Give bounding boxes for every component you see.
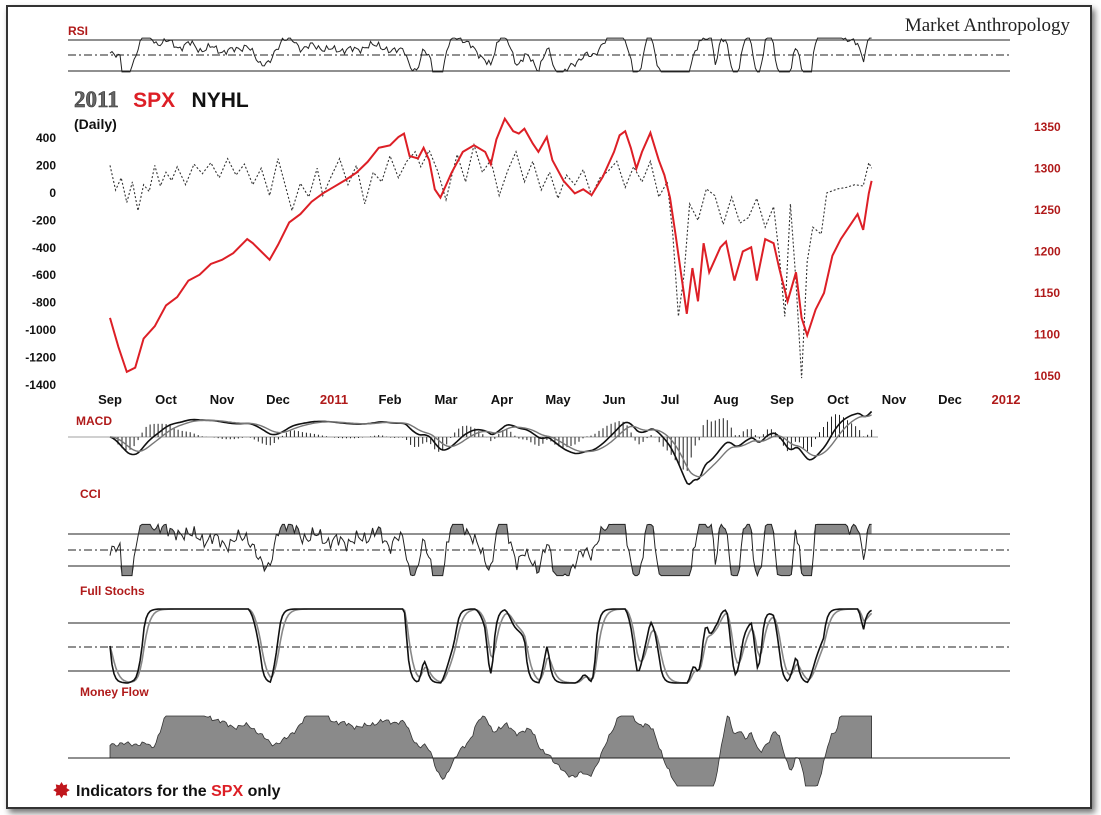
- spx-nyhl-chart: Market Anthropology RSI 2011 SPX NYHL (D…: [25, 15, 1071, 800]
- left-tick-label: -200: [32, 213, 56, 227]
- footer-post: only: [243, 783, 280, 800]
- stoch-k-line: [109, 608, 873, 684]
- left-tick-label: -1000: [25, 323, 56, 337]
- left-tick-label: 0: [49, 186, 56, 200]
- right-tick-label: 1300: [1034, 162, 1061, 176]
- cci-oversold-fill: [110, 566, 872, 576]
- x-tick-label: Dec: [938, 392, 962, 407]
- mfi-label: Money Flow: [80, 685, 149, 699]
- chart-subtitle: (Daily): [74, 116, 117, 132]
- right-tick-label: 1350: [1034, 120, 1061, 134]
- x-tick-label: Sep: [98, 392, 122, 407]
- spx-series-line: [109, 116, 873, 374]
- cci-label: CCI: [80, 487, 101, 501]
- x-tick-label: Nov: [210, 392, 235, 407]
- brand-title: Market Anthropology: [905, 15, 1071, 36]
- x-tick-label: 2012: [992, 392, 1021, 407]
- right-axis: 1350 1300 1250 1200 1150 1100 1050: [1034, 120, 1061, 383]
- x-tick-label: May: [545, 392, 571, 407]
- macd-histogram: [113, 414, 873, 471]
- title-year: 2011: [74, 87, 119, 112]
- x-tick-label: Oct: [155, 392, 177, 407]
- rsi-line: [109, 37, 872, 73]
- x-tick-label: Aug: [713, 392, 738, 407]
- footer-spx: SPX: [211, 783, 243, 800]
- x-tick-label: Apr: [491, 392, 513, 407]
- left-tick-label: -1200: [25, 351, 56, 365]
- x-tick-label: Mar: [434, 392, 457, 407]
- stoch-label: Full Stochs: [80, 584, 145, 598]
- x-tick-label: Oct: [827, 392, 849, 407]
- nyhl-series-line: [109, 142, 873, 379]
- left-tick-label: -400: [32, 241, 56, 255]
- cci-overbought-fill: [110, 524, 872, 534]
- title-spx: SPX: [133, 89, 175, 112]
- left-tick-label: 400: [36, 131, 56, 145]
- right-tick-label: 1250: [1034, 203, 1061, 217]
- x-tick-label: Sep: [770, 392, 794, 407]
- left-axis: 400 200 0 -200 -400 -600 -800 -1000 -1200 -1400: [25, 131, 56, 392]
- x-tick-label: Dec: [266, 392, 290, 407]
- macd-label: MACD: [76, 414, 112, 428]
- left-tick-label: -1400: [25, 378, 56, 392]
- rsi-label: RSI: [68, 24, 88, 38]
- left-tick-label: -800: [32, 296, 56, 310]
- chart-frame: Market Anthropology RSI 2011 SPX NYHL (D…: [6, 5, 1092, 809]
- right-tick-label: 1050: [1034, 369, 1061, 383]
- macd-line: [109, 410, 873, 486]
- left-tick-label: -600: [32, 268, 56, 282]
- chart-title: 2011 SPX NYHL: [74, 86, 249, 112]
- right-tick-label: 1100: [1034, 328, 1060, 342]
- macd-signal-line: [109, 414, 872, 478]
- x-tick-label: 2011: [320, 392, 348, 407]
- footer-pre: Indicators for the: [76, 783, 211, 800]
- title-nyhl: NYHL: [192, 89, 249, 112]
- right-tick-label: 1200: [1034, 245, 1061, 259]
- left-tick-label: 200: [36, 158, 56, 172]
- right-tick-label: 1150: [1034, 286, 1060, 300]
- x-tick-label: Nov: [882, 392, 907, 407]
- footer-burst-icon: [53, 782, 70, 799]
- x-tick-label: Jul: [661, 392, 680, 407]
- x-axis-labels: Sep Oct Nov Dec 2011 Feb Mar Apr May Jun Jul Aug Sep…: [98, 392, 1020, 407]
- footer-note: Indicators for the SPX only: [76, 783, 281, 800]
- x-tick-label: Feb: [378, 392, 401, 407]
- money-flow-area: [109, 715, 872, 787]
- cci-line: [109, 522, 872, 578]
- x-tick-label: Jun: [602, 392, 625, 407]
